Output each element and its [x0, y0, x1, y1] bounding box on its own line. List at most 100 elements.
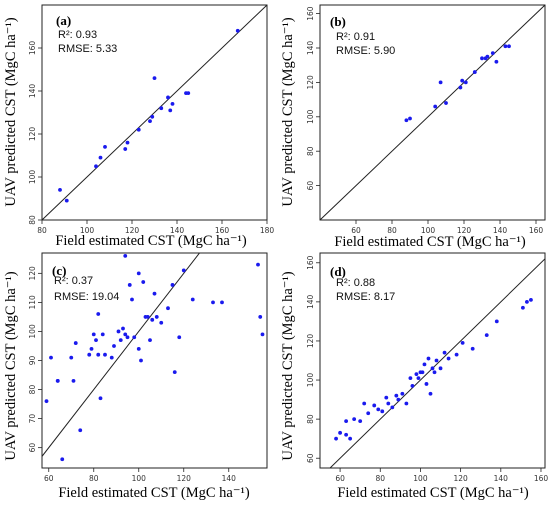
panel-a-data-point: [235, 28, 240, 33]
panel-b-data-point: [490, 51, 495, 56]
panel-c-r2: R²: 0.37: [54, 275, 93, 287]
panel-a-data-point: [152, 76, 157, 80]
panel-c-data-point: [145, 315, 150, 319]
panel-a-data-point: [58, 188, 62, 192]
panel-c-label: (c): [52, 263, 66, 278]
panel-a-identity-line: [42, 5, 267, 220]
panel-c-data-point: [118, 338, 123, 343]
panel-b-data-point: [438, 80, 443, 85]
panel-b-data-point: [458, 85, 463, 90]
panel-c-y-tick-label: 60: [28, 443, 37, 453]
panel-c-data-point: [78, 428, 83, 433]
panel-c-data-point: [260, 332, 265, 337]
panel-c-data-point: [112, 344, 116, 348]
panel-b-y-tick-label: 80: [306, 146, 315, 156]
panel-d-identity-line: [329, 258, 545, 468]
panel-c-x-tick-label: 60: [44, 474, 54, 483]
panel-b-x-tick-label: 100: [421, 226, 436, 235]
panel-c-data-point: [123, 332, 128, 337]
panel-c-data-point: [125, 335, 130, 340]
panel-d-x-tick-label: 80: [375, 474, 385, 483]
panel-d-data-point: [529, 298, 533, 302]
panel-c-y-tick-label: 120: [28, 266, 37, 281]
panel-c-data-point: [123, 254, 128, 258]
panel-c-identity-line: [42, 253, 201, 458]
panel-d-data-point: [438, 366, 443, 371]
panel-d-data-point: [484, 333, 489, 337]
panel-d-data-point: [428, 391, 433, 396]
panel-d-data-point: [416, 376, 421, 380]
panel-d-data-point: [454, 352, 459, 357]
panel-a-x-tick-label: 100: [80, 226, 95, 235]
panel-d-data-point: [446, 356, 451, 361]
panel-c-data-point: [211, 300, 215, 305]
panel-d-rmse: RMSE: 8.17: [336, 291, 395, 303]
panel-a-data-point: [125, 140, 130, 145]
panel-a-data-point: [94, 164, 98, 169]
panel-d-data-point: [344, 432, 349, 437]
panel-d-frame: [319, 252, 546, 469]
panel-c-data-point: [172, 370, 177, 375]
panel-d-data-point: [432, 370, 437, 375]
panel-c-data-point: [109, 355, 114, 360]
panel-d-data-point: [384, 395, 389, 400]
panel-c-data-point: [152, 291, 157, 296]
panel-b-data-point: [408, 116, 412, 121]
panel-d-data-point: [372, 403, 377, 408]
panel-a-data-point: [166, 95, 170, 100]
panel-b-frame: [319, 4, 546, 221]
panel-a: 80 100 120 140 160 180 80 100 120 140 160 (a) R²: …: [3, 4, 275, 249]
panel-c-data-point: [136, 346, 141, 351]
panel-b-label: (b): [330, 14, 346, 29]
panel-c-data-point: [127, 283, 132, 287]
panel-d-data-point: [420, 370, 425, 375]
panel-a-y-tick-label: 160: [28, 41, 37, 56]
panel-a-data-point: [136, 127, 141, 132]
panel-a-data-point: [170, 102, 175, 106]
panel-c-data-point: [177, 335, 182, 340]
panel-d-x-tick-label: 100: [413, 474, 428, 483]
panel-c-y-tick-label: 110: [28, 295, 37, 310]
panel-c-x-tick-label: 140: [222, 474, 237, 483]
panel-b-y-tick-label: 140: [306, 41, 315, 56]
panel-d-plot: 60 80 100 120 140 160 60 80 100 120 140 160: [306, 252, 548, 483]
panel-a-data-point: [123, 147, 128, 151]
panel-d-data-point: [414, 372, 419, 377]
panel-c-data-point: [256, 262, 260, 267]
panel-a-label: (a): [56, 13, 71, 28]
panel-d-data-point: [352, 417, 357, 422]
panel-d-data-point: [430, 366, 435, 371]
panel-b-data-point: [444, 101, 448, 105]
panel-c-data-point: [220, 300, 224, 305]
panel-c-data-point: [154, 315, 159, 319]
panel-b-data-point: [494, 59, 499, 64]
panel-b-x-tick-label: 140: [493, 226, 508, 235]
panel-c-data-point: [89, 346, 94, 351]
panel-c-data-point: [136, 271, 141, 276]
panel-b-data-point: [503, 44, 508, 49]
panel-c-data-point: [55, 378, 60, 383]
panel-d-y-tick-label: 120: [306, 334, 315, 349]
panel-b: 60 80 100 120 140 160 60 80 100 120 140 160 (b) R²:…: [280, 4, 546, 250]
panel-c-data-point: [121, 326, 125, 331]
panel-d-data-point: [442, 350, 447, 355]
panel-b-data-point: [433, 104, 438, 109]
panel-a-data-point: [150, 114, 155, 119]
panel-d-data-point: [470, 346, 475, 351]
panel-b-r2: R²: 0.91: [336, 31, 375, 43]
panel-d-data-point: [494, 319, 499, 324]
panel-c-data-point: [159, 320, 164, 325]
panel-a-ylabel: UAV predicted CST (MgC ha⁻¹): [3, 17, 19, 206]
panel-d-data-point: [390, 405, 395, 410]
panel-d-data-point: [408, 376, 413, 380]
panel-c-x-tick-label: 80: [89, 474, 99, 483]
panel-a-xlabel: Field estimated CST (MgC ha⁻¹): [55, 233, 247, 249]
panel-c-data-point: [258, 315, 263, 319]
panel-a-x-tick-label: 160: [215, 226, 230, 235]
panel-c-data-point: [49, 355, 53, 360]
panel-d-label: (d): [330, 264, 346, 279]
panel-d-data-point: [410, 384, 415, 388]
panel-a-x-tick-label: 180: [260, 226, 275, 235]
panel-d: 60 80 100 120 140 160 60 80 100 120 140 160 (d) R²:…: [280, 252, 548, 501]
